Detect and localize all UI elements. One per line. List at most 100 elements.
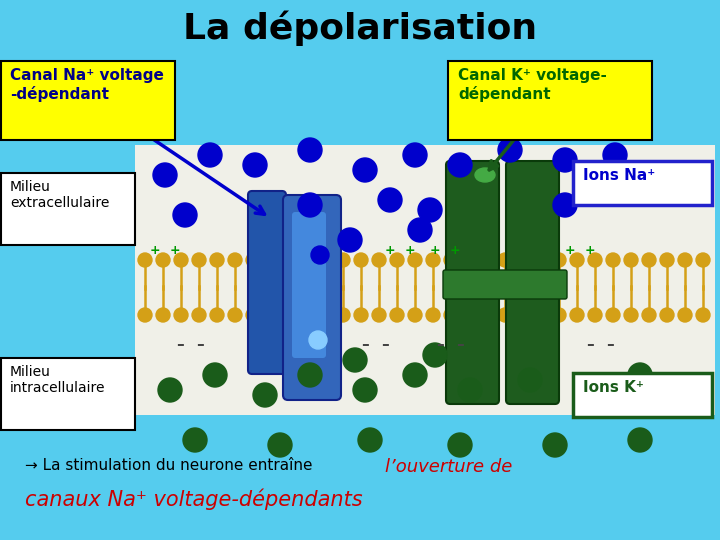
Circle shape bbox=[678, 308, 692, 322]
Circle shape bbox=[338, 228, 362, 252]
Circle shape bbox=[158, 378, 182, 402]
Circle shape bbox=[498, 308, 512, 322]
Circle shape bbox=[390, 308, 404, 322]
Circle shape bbox=[174, 308, 188, 322]
Circle shape bbox=[372, 308, 386, 322]
Circle shape bbox=[354, 253, 368, 267]
FancyBboxPatch shape bbox=[446, 161, 499, 404]
Circle shape bbox=[309, 331, 327, 349]
Circle shape bbox=[243, 153, 267, 177]
Circle shape bbox=[444, 308, 458, 322]
Ellipse shape bbox=[475, 168, 495, 182]
Text: Canal Na⁺ voltage
-dépendant: Canal Na⁺ voltage -dépendant bbox=[10, 68, 164, 102]
Circle shape bbox=[603, 143, 627, 167]
Circle shape bbox=[336, 253, 350, 267]
Circle shape bbox=[534, 253, 548, 267]
Circle shape bbox=[298, 193, 322, 217]
FancyBboxPatch shape bbox=[292, 212, 326, 358]
FancyBboxPatch shape bbox=[248, 191, 286, 374]
Text: Milieu
extracellulaire: Milieu extracellulaire bbox=[10, 180, 109, 210]
Circle shape bbox=[408, 218, 432, 242]
FancyBboxPatch shape bbox=[443, 270, 567, 299]
Circle shape bbox=[318, 308, 332, 322]
Circle shape bbox=[498, 138, 522, 162]
FancyBboxPatch shape bbox=[283, 195, 341, 400]
Text: –: – bbox=[361, 338, 369, 353]
Circle shape bbox=[444, 253, 458, 267]
Circle shape bbox=[642, 308, 656, 322]
Circle shape bbox=[318, 253, 332, 267]
Circle shape bbox=[264, 308, 278, 322]
Text: +: + bbox=[150, 244, 161, 256]
Text: +: + bbox=[405, 244, 415, 256]
Circle shape bbox=[253, 383, 277, 407]
Circle shape bbox=[246, 308, 260, 322]
Text: +: + bbox=[564, 244, 575, 256]
FancyBboxPatch shape bbox=[1, 173, 135, 245]
Circle shape bbox=[480, 253, 494, 267]
FancyBboxPatch shape bbox=[573, 161, 712, 205]
Text: +: + bbox=[430, 244, 441, 256]
Circle shape bbox=[408, 253, 422, 267]
FancyBboxPatch shape bbox=[506, 161, 559, 404]
Circle shape bbox=[173, 203, 197, 227]
Circle shape bbox=[378, 188, 402, 212]
Circle shape bbox=[534, 308, 548, 322]
Circle shape bbox=[358, 428, 382, 452]
Circle shape bbox=[628, 428, 652, 452]
Circle shape bbox=[606, 253, 620, 267]
Circle shape bbox=[570, 308, 584, 322]
Circle shape bbox=[153, 163, 177, 187]
Circle shape bbox=[462, 308, 476, 322]
Text: –: – bbox=[196, 338, 204, 353]
Circle shape bbox=[462, 253, 476, 267]
Circle shape bbox=[624, 253, 638, 267]
Circle shape bbox=[174, 253, 188, 267]
Circle shape bbox=[570, 253, 584, 267]
FancyBboxPatch shape bbox=[1, 61, 175, 140]
Circle shape bbox=[660, 308, 674, 322]
Circle shape bbox=[192, 253, 206, 267]
Circle shape bbox=[282, 308, 296, 322]
Text: canaux Na⁺ voltage-dépendants: canaux Na⁺ voltage-dépendants bbox=[25, 488, 363, 510]
Circle shape bbox=[448, 153, 472, 177]
Circle shape bbox=[210, 308, 224, 322]
Circle shape bbox=[516, 308, 530, 322]
Circle shape bbox=[543, 433, 567, 457]
FancyBboxPatch shape bbox=[1, 358, 135, 430]
Text: –: – bbox=[436, 338, 444, 353]
Circle shape bbox=[578, 378, 602, 402]
Circle shape bbox=[138, 308, 152, 322]
Circle shape bbox=[311, 246, 329, 264]
Circle shape bbox=[336, 308, 350, 322]
Circle shape bbox=[228, 308, 242, 322]
Circle shape bbox=[198, 143, 222, 167]
FancyBboxPatch shape bbox=[135, 145, 715, 415]
Circle shape bbox=[642, 253, 656, 267]
Circle shape bbox=[678, 253, 692, 267]
Circle shape bbox=[156, 308, 170, 322]
Circle shape bbox=[403, 363, 427, 387]
Circle shape bbox=[354, 308, 368, 322]
Circle shape bbox=[660, 253, 674, 267]
FancyBboxPatch shape bbox=[573, 373, 712, 417]
Circle shape bbox=[343, 348, 367, 372]
Circle shape bbox=[203, 363, 227, 387]
Text: –: – bbox=[606, 338, 614, 353]
Circle shape bbox=[553, 193, 577, 217]
Circle shape bbox=[408, 308, 422, 322]
Circle shape bbox=[418, 198, 442, 222]
Circle shape bbox=[403, 143, 427, 167]
Text: –: – bbox=[176, 338, 184, 353]
Circle shape bbox=[300, 253, 314, 267]
Circle shape bbox=[552, 253, 566, 267]
Circle shape bbox=[426, 308, 440, 322]
Circle shape bbox=[448, 433, 472, 457]
Circle shape bbox=[553, 148, 577, 172]
Text: +: + bbox=[450, 244, 460, 256]
Circle shape bbox=[390, 253, 404, 267]
Text: → La stimulation du neurone entraîne: → La stimulation du neurone entraîne bbox=[25, 458, 318, 473]
Text: Ions Na⁺: Ions Na⁺ bbox=[583, 168, 655, 183]
Text: –: – bbox=[381, 338, 389, 353]
Circle shape bbox=[353, 378, 377, 402]
